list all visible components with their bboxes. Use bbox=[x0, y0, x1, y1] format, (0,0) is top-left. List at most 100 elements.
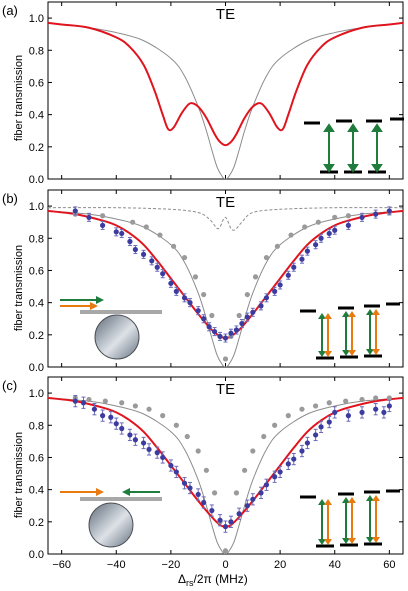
x-tick-label: −20 bbox=[162, 559, 181, 571]
data-point-blue bbox=[168, 462, 174, 469]
data-point-blue bbox=[91, 406, 98, 412]
data-point-blue bbox=[326, 419, 332, 425]
data-point-blue bbox=[332, 227, 338, 233]
data-point-blue bbox=[154, 450, 160, 456]
data-point-gray bbox=[236, 312, 242, 319]
data-point-gray bbox=[285, 413, 291, 419]
data-point-blue bbox=[187, 485, 193, 491]
data-point-blue bbox=[187, 300, 193, 306]
data-point-blue bbox=[119, 230, 125, 237]
data-point-blue bbox=[304, 248, 311, 254]
data-point-gray bbox=[192, 274, 199, 280]
xlabel-delta: Δ bbox=[178, 572, 186, 586]
data-point-blue bbox=[263, 482, 270, 488]
y-tick-label: 0.4 bbox=[29, 485, 44, 497]
data-point-blue bbox=[386, 403, 392, 409]
data-point-gray bbox=[274, 243, 280, 249]
data-point-gray bbox=[195, 448, 201, 454]
data-point-gray bbox=[100, 213, 106, 219]
data-point-blue bbox=[146, 446, 152, 453]
fiber-sketch-b bbox=[60, 296, 162, 360]
plot-area bbox=[48, 395, 403, 554]
data-point-blue bbox=[173, 288, 179, 294]
data-point-blue bbox=[181, 480, 188, 486]
fiber-sketch-c bbox=[60, 488, 162, 548]
data-point-blue bbox=[119, 425, 125, 432]
data-point-gray bbox=[250, 448, 256, 454]
data-point-blue bbox=[313, 432, 319, 438]
panel-label: (b) bbox=[2, 191, 18, 206]
panel-label: (c) bbox=[2, 378, 17, 393]
y-tick-label: 0.0 bbox=[29, 362, 44, 374]
data-point-gray bbox=[143, 224, 149, 230]
data-point-blue bbox=[100, 222, 106, 228]
data-point-gray bbox=[233, 490, 240, 496]
data-point-blue bbox=[86, 214, 92, 220]
data-point-blue bbox=[285, 272, 291, 278]
ylabel-b: fiber transmission bbox=[13, 245, 25, 331]
x-tick-label: −60 bbox=[52, 559, 71, 571]
data-point-blue bbox=[277, 469, 283, 475]
data-point-gray bbox=[160, 413, 166, 419]
data-point-gray bbox=[244, 291, 250, 298]
data-point-gray bbox=[173, 422, 179, 428]
data-point-blue bbox=[132, 246, 138, 253]
level-diagram-a bbox=[304, 117, 404, 174]
data-point-blue bbox=[277, 282, 283, 288]
level-diagram-c bbox=[300, 489, 400, 548]
data-point-blue bbox=[222, 524, 229, 530]
data-point-blue bbox=[318, 235, 324, 241]
data-point-gray bbox=[373, 395, 379, 401]
data-point-gray bbox=[184, 433, 190, 440]
y-tick-label: 1.0 bbox=[29, 13, 44, 25]
data-point-blue bbox=[313, 242, 319, 248]
data-point-blue bbox=[132, 437, 138, 443]
data-point-blue bbox=[222, 335, 229, 341]
panel-c: 0.0 0.2 0.4 0.6 0.8 1.0 −60 −40 −20 0 20 40 60 TE bbox=[29, 376, 404, 571]
data-point-blue bbox=[250, 309, 256, 315]
data-point-blue bbox=[72, 398, 78, 404]
data-point-gray bbox=[313, 403, 319, 409]
data-point-gray bbox=[119, 400, 125, 406]
data-point-gray bbox=[343, 398, 349, 404]
panel-b: 0.0 0.2 0.4 0.6 0.8 1.0 TE bbox=[29, 189, 404, 374]
ylabel-c: fiber transmission bbox=[13, 432, 25, 518]
data-point-gray bbox=[201, 291, 207, 298]
y-tick-label: 0.2 bbox=[29, 330, 44, 342]
data-point-gray bbox=[181, 254, 188, 261]
data-point-gray bbox=[326, 400, 332, 406]
y-tick-label: 0.6 bbox=[29, 265, 44, 277]
data-point-blue bbox=[345, 413, 351, 419]
data-point-gray bbox=[211, 490, 218, 496]
y-tick-label: 0.6 bbox=[29, 77, 44, 89]
data-point-gray bbox=[209, 312, 215, 319]
xlabel: Δrs/2π (MHz) bbox=[178, 572, 248, 588]
data-point-gray bbox=[288, 232, 294, 238]
data-point-blue bbox=[381, 409, 387, 415]
data-point-gray bbox=[130, 219, 136, 225]
data-point-gray bbox=[222, 356, 229, 362]
series-line-gray bbox=[48, 397, 403, 554]
data-point-blue bbox=[140, 251, 147, 257]
data-point-blue bbox=[228, 330, 234, 336]
y-tick-label: 0.6 bbox=[29, 452, 44, 464]
data-point-blue bbox=[80, 400, 87, 406]
panel-title: TE bbox=[216, 381, 235, 398]
plot-area bbox=[48, 21, 403, 179]
data-point-gray bbox=[359, 396, 365, 403]
x-tick-label: 60 bbox=[383, 559, 395, 571]
series-line-gray bbox=[48, 210, 403, 367]
data-point-blue bbox=[236, 511, 242, 517]
data-point-blue bbox=[206, 324, 212, 330]
data-point-blue bbox=[201, 316, 207, 322]
data-point-gray bbox=[203, 467, 209, 473]
data-point-gray bbox=[302, 224, 308, 230]
data-point-blue bbox=[113, 229, 119, 235]
data-point-blue bbox=[299, 256, 305, 262]
data-point-gray bbox=[132, 403, 138, 409]
data-point-blue bbox=[195, 491, 201, 498]
data-point-gray bbox=[102, 398, 108, 404]
y-tick-label: 0.4 bbox=[29, 110, 44, 122]
series-line-red bbox=[48, 21, 403, 147]
data-point-blue bbox=[244, 314, 250, 320]
